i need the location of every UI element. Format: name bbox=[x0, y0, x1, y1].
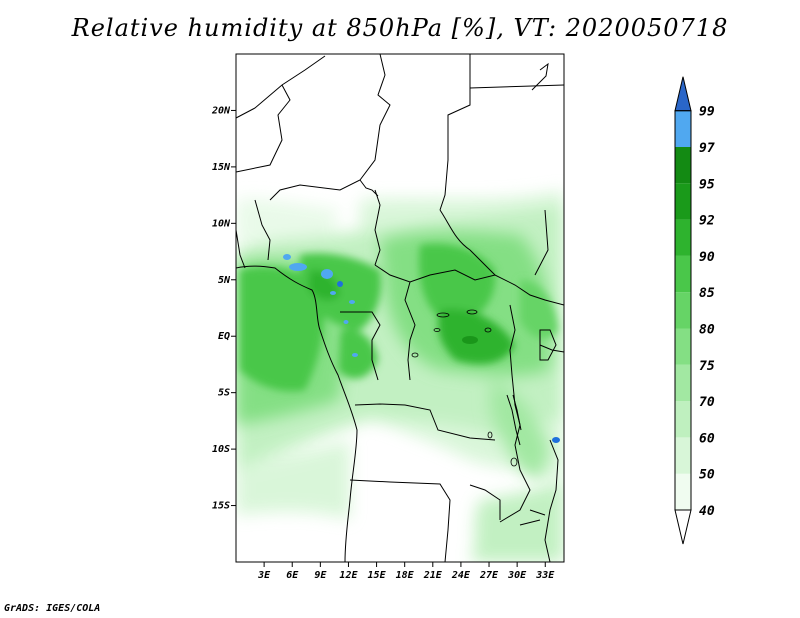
lon-tick-label: 12E bbox=[339, 570, 358, 581]
lon-tick-label: 27E bbox=[479, 570, 499, 581]
colorbar-segment bbox=[675, 219, 691, 256]
colorbar-label: 40 bbox=[699, 504, 715, 519]
lat-tick-label: 15S bbox=[212, 501, 230, 512]
colorbar-label: 95 bbox=[699, 177, 715, 192]
grads-credit: GrADS: IGES/COLA bbox=[4, 603, 101, 614]
colorbar-label: 70 bbox=[699, 395, 715, 410]
map-area bbox=[236, 54, 564, 562]
latitude-axis: 20N 15N 10N 5N EQ 5S 10S 15S bbox=[211, 105, 236, 512]
colorbar-label: 75 bbox=[699, 359, 715, 374]
longitude-axis: 3E 6E 9E 12E 15E 18E 21E 24E 27E 30E 33E bbox=[257, 562, 555, 581]
lon-tick-label: 15E bbox=[368, 570, 387, 581]
colorbar-label: 99 bbox=[699, 105, 715, 120]
colorbar-label: 50 bbox=[699, 468, 715, 483]
country-borders bbox=[236, 54, 564, 562]
lat-tick-label: 15N bbox=[212, 162, 231, 173]
lon-tick-label: 18E bbox=[396, 570, 415, 581]
colorbar-segment bbox=[675, 401, 691, 438]
colorbar-segment bbox=[675, 255, 691, 293]
colorbar-label: 90 bbox=[699, 250, 715, 265]
lake-outlines bbox=[411, 309, 518, 467]
colorbar-segment bbox=[675, 437, 691, 474]
lat-tick-label: 10N bbox=[212, 218, 231, 229]
colorbar-label: 85 bbox=[699, 286, 715, 301]
lon-tick-label: 30E bbox=[507, 570, 527, 581]
colorbar-label: 80 bbox=[699, 323, 715, 338]
colorbar: 40 50 60 70 75 80 85 90 92 95 97 99 bbox=[674, 76, 715, 545]
lat-tick-label: 5S bbox=[218, 388, 230, 399]
lon-tick-label: 33E bbox=[535, 570, 555, 581]
colorbar-segment bbox=[675, 183, 691, 220]
colorbar-segment bbox=[675, 328, 691, 365]
colorbar-label: 97 bbox=[699, 141, 715, 156]
colorbar-segment bbox=[675, 473, 691, 510]
lon-tick-label: 24E bbox=[451, 570, 471, 581]
lat-tick-label: 20N bbox=[211, 105, 231, 116]
colorbar-frame bbox=[674, 110, 692, 511]
colorbar-label: 92 bbox=[699, 214, 715, 229]
lat-tick-label: EQ bbox=[218, 331, 230, 342]
lon-tick-label: 6E bbox=[286, 570, 299, 581]
map-frame bbox=[235, 53, 565, 563]
map-title: Relative humidity at 850hPa [%], VT: 202… bbox=[71, 14, 729, 42]
lon-tick-label: 21E bbox=[423, 570, 443, 581]
colorbar-segment bbox=[675, 364, 691, 402]
colorbar-label: 60 bbox=[699, 431, 715, 446]
humidity-field-peak bbox=[283, 254, 560, 443]
colorbar-segment bbox=[675, 110, 691, 147]
colorbar-high-end bbox=[674, 76, 692, 112]
colorbar-segment bbox=[675, 147, 691, 184]
lon-tick-label: 9E bbox=[314, 570, 327, 581]
colorbar-low-end bbox=[674, 509, 692, 545]
lat-tick-label: 10S bbox=[212, 444, 230, 455]
lat-tick-label: 5N bbox=[218, 275, 231, 286]
colorbar-segment bbox=[675, 292, 691, 329]
lon-tick-label: 3E bbox=[257, 570, 271, 581]
